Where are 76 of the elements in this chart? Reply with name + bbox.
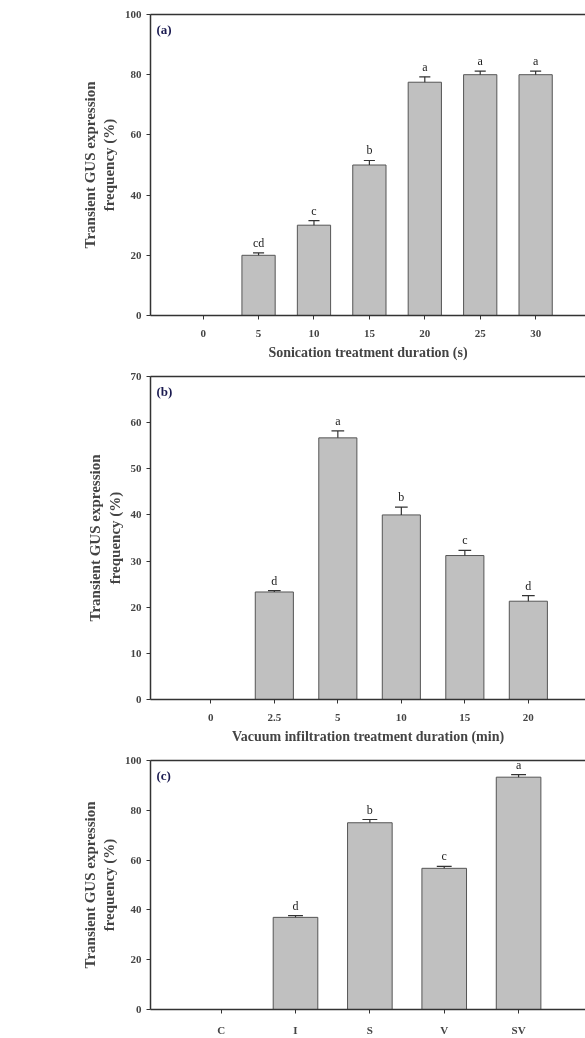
x-tick-label: S [366,1023,373,1036]
y-tick-label: 0 [136,1003,142,1015]
annotation: a [335,413,342,428]
annotation: a [515,757,522,772]
annotation: a [532,54,539,69]
bar [272,916,319,1010]
annotation: d [525,578,532,593]
y-tick-label: 100 [125,754,142,766]
bar [495,776,542,1010]
bar [508,600,548,700]
y-tick-label: 60 [130,416,142,429]
y-axis-title: Transient GUS expression frequency (%) [81,800,118,969]
y-axis-title: Transient GUS expression frequency (%) [87,453,124,622]
annotation: d [271,573,278,588]
y-tick-label: 20 [130,248,142,261]
y-tick-label: 80 [130,68,142,81]
y-tick-label: 20 [130,600,142,613]
bar [463,74,498,316]
x-tick-label: 10 [395,710,408,723]
bar [445,555,485,700]
annotation: d [292,898,299,913]
y-tick-label: 60 [130,128,142,141]
y-tick-label: 40 [130,188,142,201]
bar [381,514,421,700]
bar [254,591,294,700]
annotation: a [422,59,429,74]
annotation: cd [252,235,265,250]
x-axis-title: Vacuum infiltration treatment duration (min) [231,728,505,745]
x-tick-label: 20 [419,326,431,339]
annotation: c [462,533,468,548]
annotation: b [366,143,373,158]
y-tick-label: 30 [130,554,142,567]
y-tick-label: 60 [130,853,142,866]
x-tick-label: 10 [308,326,320,339]
y-tick-label: 0 [136,693,142,705]
bar [421,867,468,1010]
bar [518,74,553,316]
y-tick-label: 70 [130,370,142,382]
x-tick-label: 20 [522,710,535,723]
x-tick-label: 5 [255,326,262,339]
y-tick-label: 0 [136,309,142,321]
annotation: c [441,849,447,864]
y-tick-label: 10 [130,646,142,659]
x-tick-label: 0 [208,710,215,723]
annotation: (b) [156,383,173,399]
bar [241,254,276,316]
annotation: b [366,802,373,817]
x-tick-label: 2.5 [267,710,282,723]
annotation: (a) [156,21,172,37]
x-axis-title: Sonication treatment duration (s) [268,344,468,361]
x-tick-label: V [440,1023,449,1036]
x-tick-label: 15 [363,326,376,339]
bar [318,437,358,700]
x-tick-label: 15 [459,710,471,723]
annotation: a [477,54,484,69]
annotation: b [398,490,405,505]
y-tick-label: 40 [130,508,142,521]
y-tick-label: 50 [130,462,142,475]
y-tick-label: 20 [130,953,142,966]
y-axis-title: Transient GUS expression frequency (%) [81,80,118,249]
annotation: (c) [156,767,171,783]
x-tick-label: 0 [200,326,207,339]
x-tick-label: I [293,1023,298,1036]
bar [296,224,332,316]
x-tick-label: 5 [335,710,342,723]
y-tick-label: 40 [130,903,142,916]
y-tick-label: 80 [130,803,142,816]
x-tick-label: SV [511,1023,526,1036]
y-tick-label: 100 [125,8,142,20]
annotation: c [311,203,317,218]
bar [352,164,387,316]
x-tick-label: 25 [474,326,487,339]
bar [407,81,442,316]
x-tick-label: C [217,1023,226,1036]
bar [347,822,393,1010]
x-tick-label: 30 [530,326,542,339]
